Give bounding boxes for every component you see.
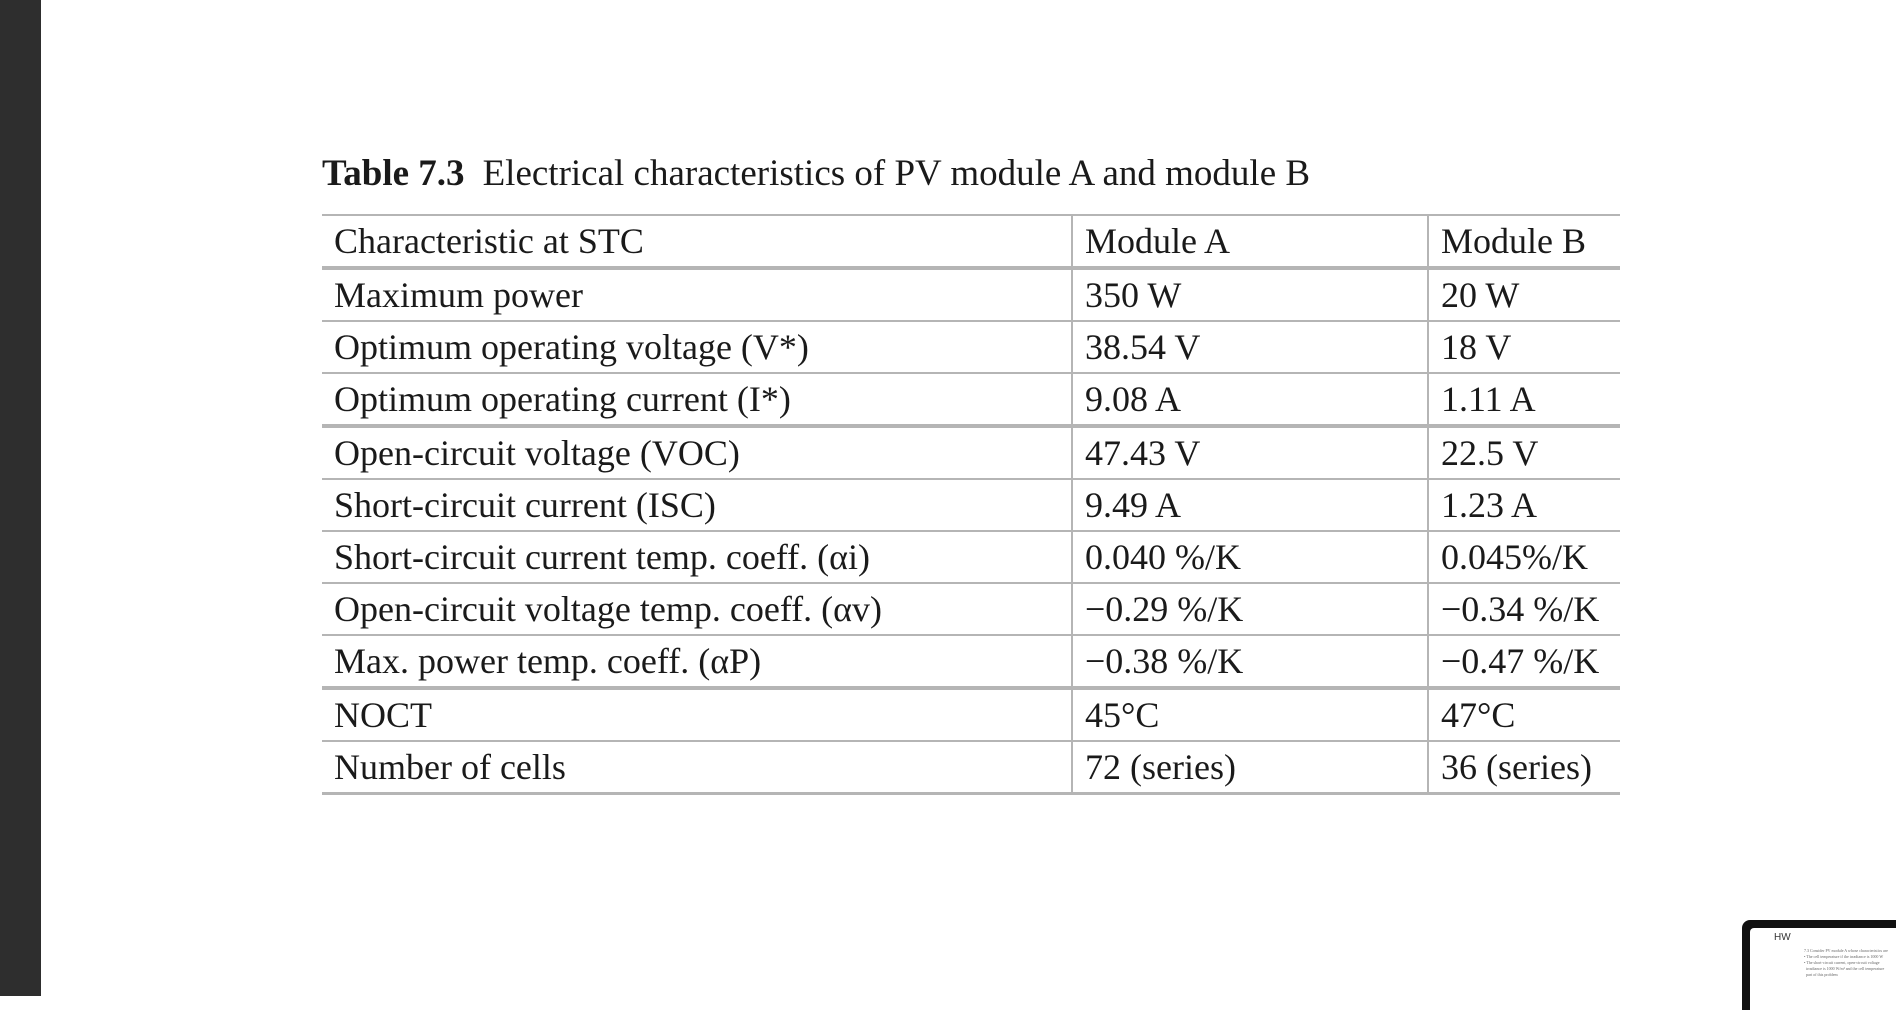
- table-row: Max. power temp. coeff. (αP) −0.38 %/K −…: [322, 635, 1620, 690]
- module-b-value: 47°C: [1427, 688, 1620, 742]
- module-b-value: 18 V: [1427, 321, 1620, 374]
- table-row: NOCT 45°C 47°C: [322, 688, 1620, 742]
- module-a-value: 0.040 %/K: [1071, 531, 1428, 584]
- row-label: NOCT: [322, 688, 1072, 742]
- module-a-value: 350 W: [1071, 268, 1428, 322]
- module-b-value: −0.34 %/K: [1427, 583, 1620, 636]
- row-label: Optimum operating current (I*): [322, 373, 1072, 428]
- thumbnail-page[interactable]: HW 7.3 Consider PV module A whose charac…: [1750, 928, 1896, 1010]
- row-label: Short-circuit current (ISC): [322, 479, 1072, 532]
- module-b-value: 1.11 A: [1427, 373, 1620, 428]
- module-b-value: 20 W: [1427, 268, 1620, 322]
- module-a-value: 9.49 A: [1071, 479, 1428, 532]
- module-a-value: 47.43 V: [1071, 426, 1428, 480]
- table-row: Open-circuit voltage temp. coeff. (αv) −…: [322, 583, 1620, 636]
- module-b-value: 36 (series): [1427, 741, 1620, 795]
- module-a-value: −0.38 %/K: [1071, 635, 1428, 690]
- viewer-sidebar-edge: [0, 0, 41, 996]
- module-a-value: 38.54 V: [1071, 321, 1428, 374]
- table-row: Short-circuit current (ISC) 9.49 A 1.23 …: [322, 479, 1620, 532]
- page-thumbnail[interactable]: HW 7.3 Consider PV module A whose charac…: [1742, 920, 1896, 1010]
- table-row: Short-circuit current temp. coeff. (αi) …: [322, 531, 1620, 584]
- module-b-value: 1.23 A: [1427, 479, 1620, 532]
- table-row: Number of cells 72 (series) 36 (series): [322, 741, 1620, 795]
- table-row: Optimum operating current (I*) 9.08 A 1.…: [322, 373, 1620, 428]
- table-caption: Table 7.3 Electrical characteristics of P…: [322, 155, 1310, 192]
- module-a-value: 72 (series): [1071, 741, 1428, 795]
- table-row: Maximum power 350 W 20 W: [322, 268, 1620, 322]
- thumbnail-text: 7.3 Consider PV module A whose character…: [1804, 948, 1888, 977]
- row-label: Number of cells: [322, 741, 1072, 795]
- module-b-value: 22.5 V: [1427, 426, 1620, 480]
- thumbnail-title: HW: [1774, 932, 1791, 943]
- module-b-value: 0.045%/K: [1427, 531, 1620, 584]
- characteristics-table: Characteristic at STC Module A Module B …: [322, 214, 1620, 795]
- module-a-value: 45°C: [1071, 688, 1428, 742]
- row-label: Max. power temp. coeff. (αP): [322, 635, 1072, 690]
- row-label: Optimum operating voltage (V*): [322, 321, 1072, 374]
- header-characteristic: Characteristic at STC: [322, 214, 1072, 270]
- table-header-row: Characteristic at STC Module A Module B: [322, 214, 1620, 270]
- module-a-value: 9.08 A: [1071, 373, 1428, 428]
- table-caption-text: Electrical characteristics of PV module …: [482, 153, 1311, 194]
- header-module-b: Module B: [1427, 214, 1620, 270]
- table-row: Optimum operating voltage (V*) 38.54 V 1…: [322, 321, 1620, 374]
- table-number: Table 7.3: [322, 153, 465, 194]
- module-b-value: −0.47 %/K: [1427, 635, 1620, 690]
- row-label: Open-circuit voltage (VOC): [322, 426, 1072, 480]
- table-row: Open-circuit voltage (VOC) 47.43 V 22.5 …: [322, 426, 1620, 480]
- row-label: Maximum power: [322, 268, 1072, 322]
- row-label: Open-circuit voltage temp. coeff. (αv): [322, 583, 1072, 636]
- module-a-value: −0.29 %/K: [1071, 583, 1428, 636]
- header-module-a: Module A: [1071, 214, 1428, 270]
- row-label: Short-circuit current temp. coeff. (αi): [322, 531, 1072, 584]
